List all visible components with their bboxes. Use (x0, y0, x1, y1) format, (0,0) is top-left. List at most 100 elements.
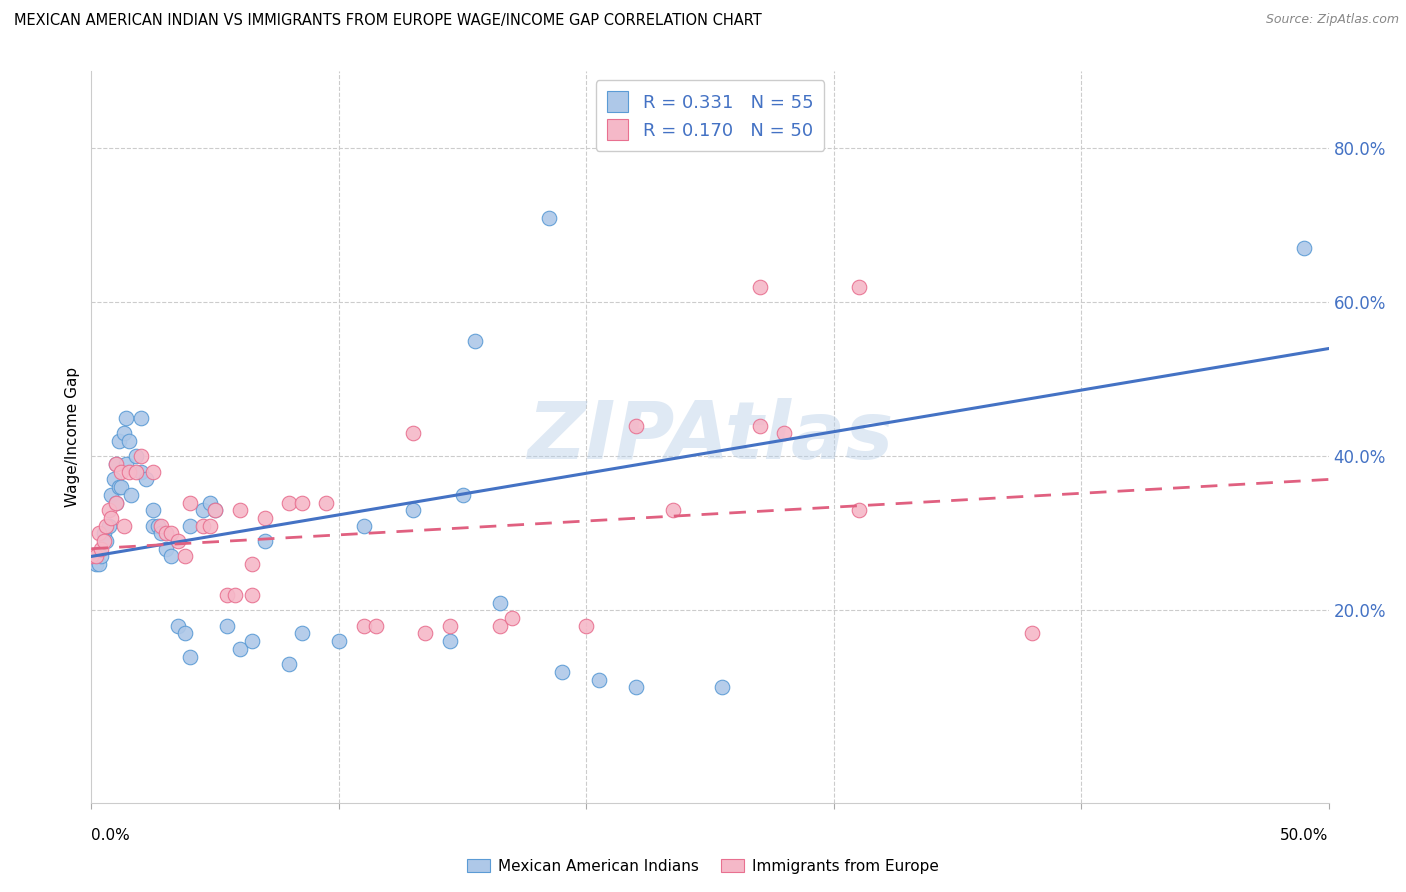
Point (86, 549, 108, 564)
Point (773, 426, 796, 441)
Point (711, 681, 734, 695)
Point (451, 488, 474, 502)
Point (179, 649, 201, 664)
Point (464, 334, 486, 348)
Point (240, 588, 263, 602)
Point (103, 472, 125, 486)
Point (142, 518, 165, 533)
Point (353, 618, 375, 632)
Point (105, 495, 128, 509)
Point (120, 488, 142, 502)
Point (80, 549, 103, 564)
Y-axis label: Wage/Income Gap: Wage/Income Gap (65, 367, 80, 508)
Point (167, 618, 190, 632)
Point (115, 457, 138, 471)
Point (291, 626, 314, 640)
Point (488, 596, 510, 610)
Point (117, 465, 139, 479)
Point (149, 526, 172, 541)
Point (179, 518, 201, 533)
Point (179, 495, 201, 509)
Point (748, 280, 770, 294)
Point (198, 495, 221, 509)
Point (550, 665, 572, 679)
Point (174, 549, 197, 564)
Point (278, 657, 301, 672)
Point (191, 518, 214, 533)
Point (439, 634, 461, 648)
Point (159, 526, 181, 541)
Point (96, 534, 118, 549)
Point (105, 495, 128, 509)
Point (253, 511, 276, 525)
Point (488, 618, 510, 632)
Point (155, 541, 177, 556)
Point (662, 503, 685, 517)
Point (848, 280, 870, 294)
Point (86, 557, 108, 571)
Point (402, 503, 425, 517)
Point (315, 495, 337, 509)
Point (328, 634, 350, 648)
Point (80, 549, 103, 564)
Point (364, 618, 387, 632)
Point (229, 503, 252, 517)
Point (97, 518, 120, 533)
Point (105, 457, 128, 471)
Point (107, 434, 129, 448)
Point (278, 495, 301, 509)
Point (402, 426, 425, 441)
Point (110, 465, 132, 479)
Point (538, 211, 561, 225)
Point (624, 418, 647, 433)
Text: MEXICAN AMERICAN INDIAN VS IMMIGRANTS FROM EUROPE WAGE/INCOME GAP CORRELATION CH: MEXICAN AMERICAN INDIAN VS IMMIGRANTS FR… (14, 13, 762, 29)
Point (105, 457, 128, 471)
Point (125, 465, 148, 479)
Point (204, 503, 226, 517)
Point (240, 557, 263, 571)
Point (253, 534, 276, 549)
Point (217, 618, 239, 632)
Text: 0.0%: 0.0% (91, 828, 131, 843)
Point (129, 465, 152, 479)
Point (575, 618, 598, 632)
Text: Source: ZipAtlas.com: Source: ZipAtlas.com (1265, 13, 1399, 27)
Point (439, 618, 461, 632)
Point (1021, 626, 1043, 640)
Point (96, 518, 118, 533)
Point (87, 526, 110, 541)
Point (125, 450, 148, 464)
Point (155, 526, 177, 541)
Point (87, 557, 110, 571)
Point (501, 611, 523, 625)
Point (848, 503, 870, 517)
Point (198, 518, 221, 533)
Point (115, 410, 138, 425)
Point (588, 673, 610, 687)
Point (191, 503, 214, 517)
Legend: Mexican American Indians, Immigrants from Europe: Mexican American Indians, Immigrants fro… (461, 853, 945, 880)
Legend: R = 0.331   N = 55, R = 0.170   N = 50: R = 0.331 N = 55, R = 0.170 N = 50 (596, 80, 824, 151)
Point (353, 518, 375, 533)
Point (204, 503, 226, 517)
Point (142, 465, 165, 479)
Point (100, 488, 122, 502)
Point (148, 518, 170, 533)
Point (129, 450, 152, 464)
Point (117, 434, 139, 448)
Point (100, 511, 122, 525)
Point (142, 503, 165, 517)
Point (624, 681, 647, 695)
Point (229, 641, 252, 656)
Point (149, 518, 172, 533)
Point (748, 418, 770, 433)
Point (93, 526, 115, 541)
Point (415, 626, 437, 640)
Point (135, 472, 157, 486)
Point (291, 495, 314, 509)
Point (159, 549, 181, 564)
Point (110, 480, 132, 494)
Point (240, 634, 263, 648)
Point (167, 534, 190, 549)
Point (174, 626, 197, 640)
